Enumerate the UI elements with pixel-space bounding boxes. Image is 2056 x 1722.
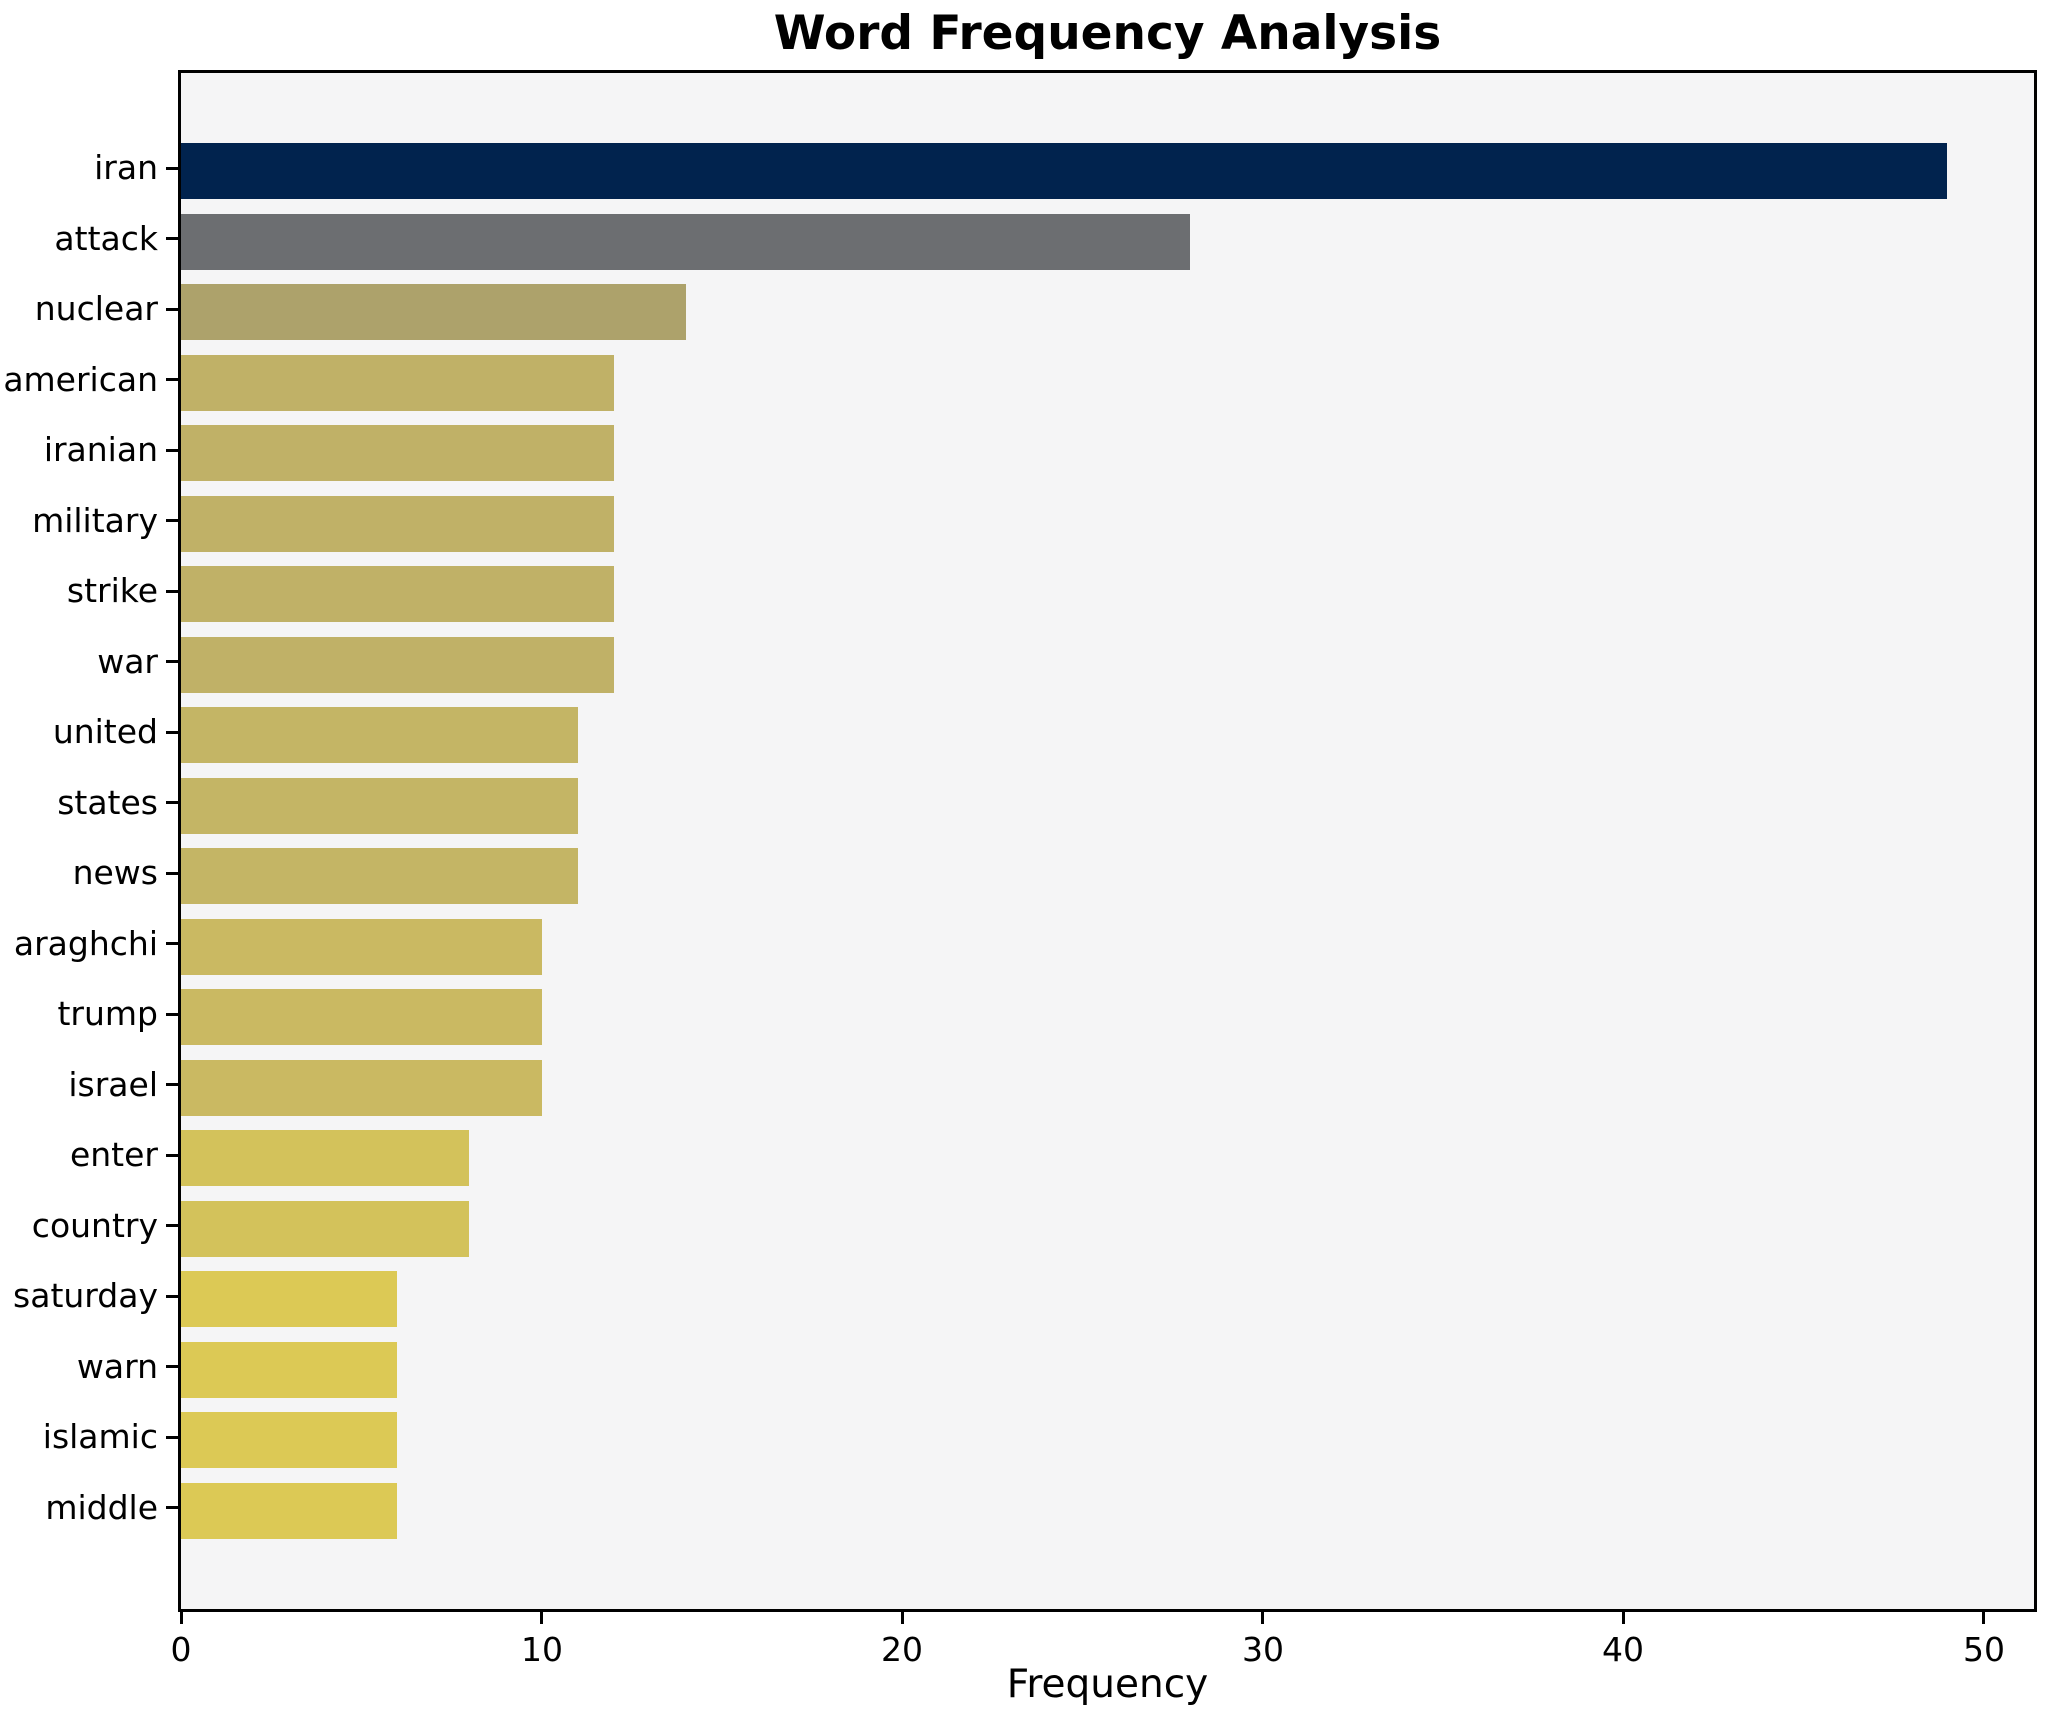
- x-tick-label-10: 10: [521, 1630, 563, 1669]
- y-tick-label-warn: warn: [76, 1347, 158, 1386]
- x-tick-mark: [540, 1612, 543, 1624]
- y-tick-mark: [166, 801, 178, 804]
- bar-attack: [181, 214, 1190, 270]
- y-tick-label-war: war: [97, 642, 158, 681]
- y-tick-mark: [166, 731, 178, 734]
- y-tick-label-attack: attack: [54, 219, 158, 258]
- y-tick-mark: [166, 308, 178, 311]
- y-tick-label-states: states: [57, 783, 158, 822]
- x-tick-label-50: 50: [1963, 1630, 2005, 1669]
- y-tick-label-military: military: [32, 501, 158, 540]
- y-tick-mark: [166, 1154, 178, 1157]
- y-tick-mark: [166, 519, 178, 522]
- y-tick-mark: [166, 1506, 178, 1509]
- bar-country: [181, 1201, 469, 1257]
- y-tick-label-middle: middle: [45, 1488, 158, 1527]
- x-tick-mark: [180, 1612, 183, 1624]
- bar-islamic: [181, 1412, 397, 1468]
- y-tick-mark: [166, 449, 178, 452]
- y-tick-mark: [166, 872, 178, 875]
- bar-strike: [181, 566, 614, 622]
- x-tick-mark: [1982, 1612, 1985, 1624]
- x-tick-mark: [901, 1612, 904, 1624]
- y-tick-label-united: united: [52, 712, 158, 751]
- x-tick-label-40: 40: [1602, 1630, 1644, 1669]
- bar-trump: [181, 989, 542, 1045]
- y-tick-label-trump: trump: [57, 994, 158, 1033]
- chart-title: Word Frequency Analysis: [773, 6, 1442, 61]
- bar-war: [181, 637, 614, 693]
- bar-united: [181, 707, 578, 763]
- bar-enter: [181, 1130, 469, 1186]
- y-tick-mark: [166, 942, 178, 945]
- bar-nuclear: [181, 284, 686, 340]
- y-tick-mark: [166, 237, 178, 240]
- bar-israel: [181, 1060, 542, 1116]
- bar-saturday: [181, 1271, 397, 1327]
- bar-american: [181, 355, 614, 411]
- bar-news: [181, 848, 578, 904]
- y-tick-mark: [166, 1083, 178, 1086]
- bar-middle: [181, 1483, 397, 1539]
- bar-military: [181, 496, 614, 552]
- x-axis-label: Frequency: [1006, 1662, 1209, 1707]
- y-tick-mark: [166, 660, 178, 663]
- plot-area: [178, 70, 2037, 1612]
- y-tick-mark: [166, 1365, 178, 1368]
- y-tick-label-country: country: [31, 1206, 158, 1245]
- y-tick-label-iranian: iranian: [43, 430, 158, 469]
- y-tick-label-israel: israel: [68, 1065, 158, 1104]
- bar-states: [181, 778, 578, 834]
- y-tick-label-nuclear: nuclear: [34, 289, 158, 328]
- y-tick-label-saturday: saturday: [13, 1276, 158, 1315]
- y-tick-mark: [166, 1013, 178, 1016]
- y-tick-label-araghchi: araghchi: [13, 924, 158, 963]
- y-tick-mark: [166, 1295, 178, 1298]
- y-tick-mark: [166, 590, 178, 593]
- x-tick-mark: [1622, 1612, 1625, 1624]
- y-tick-label-strike: strike: [66, 571, 158, 610]
- bar-araghchi: [181, 919, 542, 975]
- bar-warn: [181, 1342, 397, 1398]
- bar-iran: [181, 143, 1947, 199]
- y-tick-label-enter: enter: [69, 1135, 158, 1174]
- y-tick-mark: [166, 378, 178, 381]
- bar-iranian: [181, 425, 614, 481]
- x-tick-mark: [1261, 1612, 1264, 1624]
- y-tick-label-islamic: islamic: [42, 1417, 158, 1456]
- y-tick-label-news: news: [72, 853, 158, 892]
- y-tick-label-iran: iran: [94, 148, 158, 187]
- y-tick-mark: [166, 1224, 178, 1227]
- y-tick-mark: [166, 167, 178, 170]
- x-tick-label-0: 0: [170, 1630, 192, 1669]
- x-tick-label-20: 20: [881, 1630, 923, 1669]
- y-tick-mark: [166, 1436, 178, 1439]
- x-tick-label-30: 30: [1242, 1630, 1284, 1669]
- y-tick-label-american: american: [3, 360, 158, 399]
